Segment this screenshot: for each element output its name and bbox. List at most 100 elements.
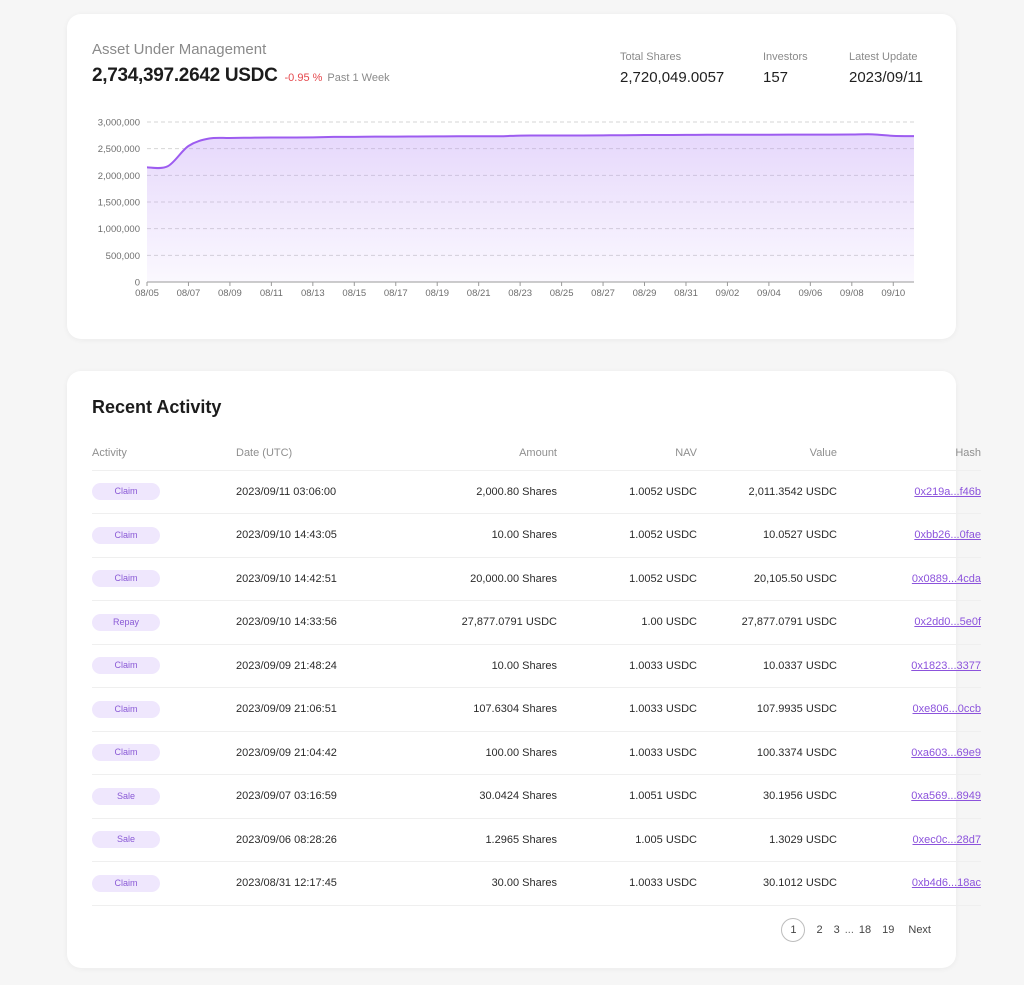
hash-cell: 0xec0c...28d7 [837,818,981,862]
date-text: 2023/09/09 21:48:24 [236,659,337,672]
amount-cell: 2,000.80 Shares [386,470,557,514]
table-row: Claim 2023/09/09 21:04:42 100.00 Shares 1.0… [92,731,981,775]
table-row: Claim 2023/09/11 03:06:00 2,000.80 Shares 1… [92,470,981,514]
hash-cell: 0xa603...69e9 [837,731,981,775]
x-tick-label: 08/17 [384,288,408,299]
y-tick-label: 2,000,000 [98,171,140,182]
amount-cell: 107.6304 Shares [386,687,557,732]
hash-cell: 0x1823...3377 [837,644,981,688]
hash-link[interactable]: 0xec0c...28d7 [912,833,982,846]
activity-type-cell: Claim [92,861,236,906]
nav-text: 1.0033 USDC [629,877,697,890]
value-cell: 30.1012 USDC [697,861,837,906]
value-cell: 30.1956 USDC [697,774,837,819]
page-button[interactable]: 19 [882,924,895,936]
value-cell: 10.0337 USDC [697,644,837,688]
column-header-value: Value [697,437,837,471]
x-tick-label: 09/10 [881,288,905,299]
chart-area [146,133,915,282]
hash-cell: 0x2dd0...5e0f [837,600,981,645]
activity-badge: Claim [92,700,160,718]
nav-cell: 1.0052 USDC [557,470,697,514]
value-cell: 100.3374 USDC [697,731,837,775]
activity-type-cell: Sale [92,774,236,819]
table-row: Repay 2023/09/10 14:33:56 27,877.0791 USDC… [92,600,981,645]
amount-text: 20,000.00 Shares [470,572,557,585]
nav-cell: 1.0033 USDC [557,644,697,688]
hash-link[interactable]: 0x2dd0...5e0f [914,616,981,629]
column-header-activity: Activity [92,437,236,471]
nav-cell: 1.00 USDC [557,600,697,645]
x-tick-label: 08/11 [260,288,283,299]
value-text: 10.0337 USDC [763,659,837,672]
next-page-button[interactable]: Next [908,924,931,936]
table-row: Claim 2023/09/09 21:48:24 10.00 Shares 1.00… [92,644,981,688]
page-button[interactable]: 2 [816,924,823,936]
date-cell: 2023/09/09 21:04:42 [236,731,386,775]
table-header-row: Activity Date (UTC) Amount NAV Value Has… [92,437,981,471]
hash-link[interactable]: 0xbb26...0fae [914,529,981,542]
nav-cell: 1.0033 USDC [557,731,697,775]
x-tick-label: 08/09 [218,288,242,299]
amount-text: 107.6304 Shares [473,703,557,716]
hash-link[interactable]: 0x1823...3377 [911,659,981,672]
table-row: Claim 2023/09/10 14:43:05 10.00 Shares 1.00… [92,513,981,558]
amount-cell: 100.00 Shares [386,731,557,775]
table-row: Sale 2023/09/06 08:28:26 1.2965 Shares 1.00… [92,818,981,862]
activity-type-cell: Claim [92,557,236,601]
page-ellipsis: ... [844,924,854,936]
page-button-current[interactable]: 1 [781,918,806,942]
value-cell: 27,877.0791 USDC [697,600,837,645]
value-cell: 10.0527 USDC [697,513,837,558]
y-tick-label: 1,000,000 [98,224,140,235]
value-cell: 1.3029 USDC [697,818,837,862]
amount-cell: 10.00 Shares [386,513,557,558]
date-text: 2023/08/31 12:17:45 [236,877,337,890]
stat-total-shares: Total Shares 2,720,049.0057 [620,51,724,86]
x-tick-label: 09/04 [757,288,781,299]
x-tick-label: 08/15 [342,288,366,299]
aum-value: 2,734,397.2642 USDC [92,65,278,86]
activity-badge: Claim [92,744,160,762]
activity-type-cell: Claim [92,644,236,688]
date-cell: 2023/09/07 03:16:59 [236,774,386,819]
column-header-date: Date (UTC) [236,437,386,471]
activity-badge: Claim [92,483,160,501]
activity-type-cell: Claim [92,731,236,775]
table-row: Claim 2023/09/09 21:06:51 107.6304 Shares 1… [92,687,982,732]
nav-cell: 1.0033 USDC [557,687,697,732]
date-cell: 2023/09/10 14:33:56 [236,600,386,645]
amount-text: 2,000.80 Shares [476,485,557,498]
hash-link[interactable]: 0xa603...69e9 [911,746,981,759]
date-text: 2023/09/06 08:28:26 [236,833,337,846]
hash-link[interactable]: 0x0889...4cda [911,572,981,585]
page-button[interactable]: 3 [833,924,840,936]
aum-value-row: 2,734,397.2642 USDC -0.95 % Past 1 Week [92,65,390,87]
value-cell: 20,105.50 USDC [697,557,837,601]
aum-label: Asset Under Management [92,41,267,58]
x-tick-label: 08/21 [467,288,491,299]
amount-cell: 27,877.0791 USDC [386,600,557,645]
page-button[interactable]: 18 [858,924,872,936]
activity-title: Recent Activity [92,397,222,417]
aum-card: Asset Under Management 2,734,397.2642 US… [67,14,956,339]
hash-link[interactable]: 0xa569...8949 [911,790,981,803]
nav-text: 1.0052 USDC [629,485,697,498]
activity-badge: Claim [92,570,160,588]
pagination: 1 2 3 ... 18 19 Next [781,918,931,942]
hash-link[interactable]: 0x219a...f46b [914,485,981,498]
hash-cell: 0xa569...8949 [837,774,981,819]
date-cell: 2023/09/10 14:42:51 [236,557,386,601]
activity-type-cell: Repay [92,600,236,645]
x-tick-label: 08/19 [425,288,449,299]
hash-link[interactable]: 0xe806...0ccb [912,703,982,716]
activity-badge: Repay [92,613,160,631]
hash-link[interactable]: 0xb4d6...18ac [911,877,981,890]
y-tick-label: 2,500,000 [98,144,140,155]
value-text: 107.9935 USDC [756,703,837,716]
value-text: 30.1956 USDC [763,790,837,803]
value-cell: 2,011.3542 USDC [697,470,837,514]
nav-text: 1.00 USDC [641,616,697,629]
stat-label: Investors [763,51,808,63]
amount-cell: 20,000.00 Shares [386,557,557,601]
